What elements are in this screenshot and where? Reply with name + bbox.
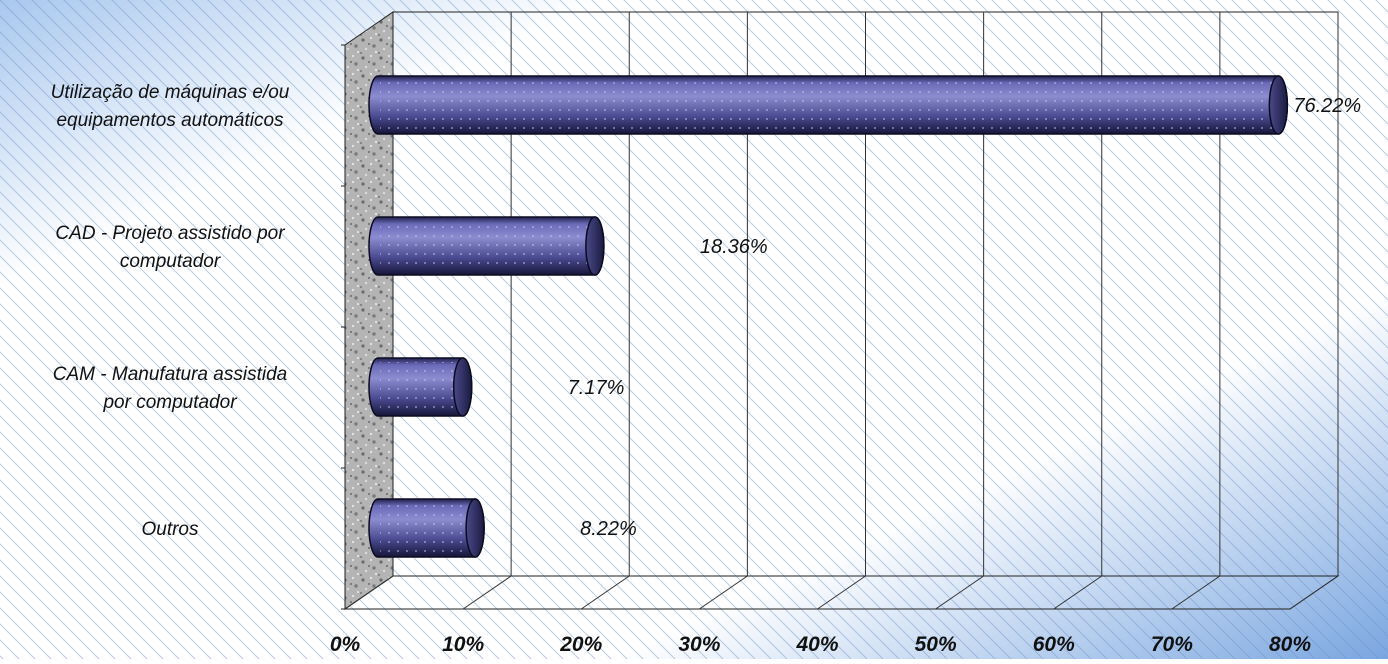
category-label: Outros — [141, 519, 199, 540]
gridline-floor — [462, 575, 512, 610]
x-tick-label: 10% — [442, 633, 484, 656]
bar-texture — [380, 503, 474, 553]
category-label-line: equipamentos automáticos — [56, 110, 284, 131]
gridline-floor — [580, 575, 630, 610]
x-tick-label: 60% — [1033, 633, 1075, 656]
bar-end-cap — [585, 216, 605, 276]
category-label-line: CAD - Projeto assistido por — [55, 223, 285, 244]
x-tick-label: 0% — [330, 633, 361, 656]
category-label-line: por computador — [102, 392, 237, 413]
category-label-line: computador — [120, 251, 221, 272]
x-tick-label: 70% — [1151, 633, 1193, 656]
category-label-line: Outros — [141, 519, 199, 540]
gridline-floor — [817, 575, 866, 610]
bar-texture — [380, 80, 1277, 130]
data-label: 7.17% — [568, 377, 625, 399]
category-label: Utilização de máquinas e/ou equipamentos … — [51, 82, 290, 131]
bars — [368, 75, 1289, 558]
gridline-floor — [935, 575, 984, 610]
x-tick-label: 20% — [559, 633, 602, 656]
gridline-floor — [1171, 575, 1221, 610]
bar-texture — [380, 362, 461, 412]
gridline-floor — [699, 575, 748, 610]
gridline-floor — [344, 575, 394, 610]
category-label-line: Utilização de máquinas e/ou — [51, 82, 290, 103]
gridline-floor — [1289, 575, 1339, 610]
x-tick-label: 50% — [915, 633, 957, 656]
bar-end-cap — [452, 357, 473, 417]
category-label: CAD - Projeto assistido por computador — [55, 223, 285, 272]
x-tick-label: 40% — [795, 633, 838, 656]
category-label-line: CAM - Manufatura assistida — [53, 364, 287, 385]
bar-texture — [380, 221, 593, 271]
labels: 0% 10% 20% 30% 40% 50% 60% 70% 80% 76.22% Utilizaç… — [51, 82, 1362, 656]
data-label: 8.22% — [580, 518, 637, 540]
bar-end-cap — [465, 498, 485, 558]
category-label: CAM - Manufatura assistida por computador — [53, 364, 287, 413]
data-label: 76.22% — [1293, 95, 1361, 117]
bar-end-cap — [1268, 75, 1289, 135]
data-label: 18.36% — [700, 236, 768, 258]
gridline-floor — [1053, 575, 1103, 610]
x-tick-label: 80% — [1269, 633, 1311, 656]
x-tick-label: 30% — [678, 633, 720, 656]
